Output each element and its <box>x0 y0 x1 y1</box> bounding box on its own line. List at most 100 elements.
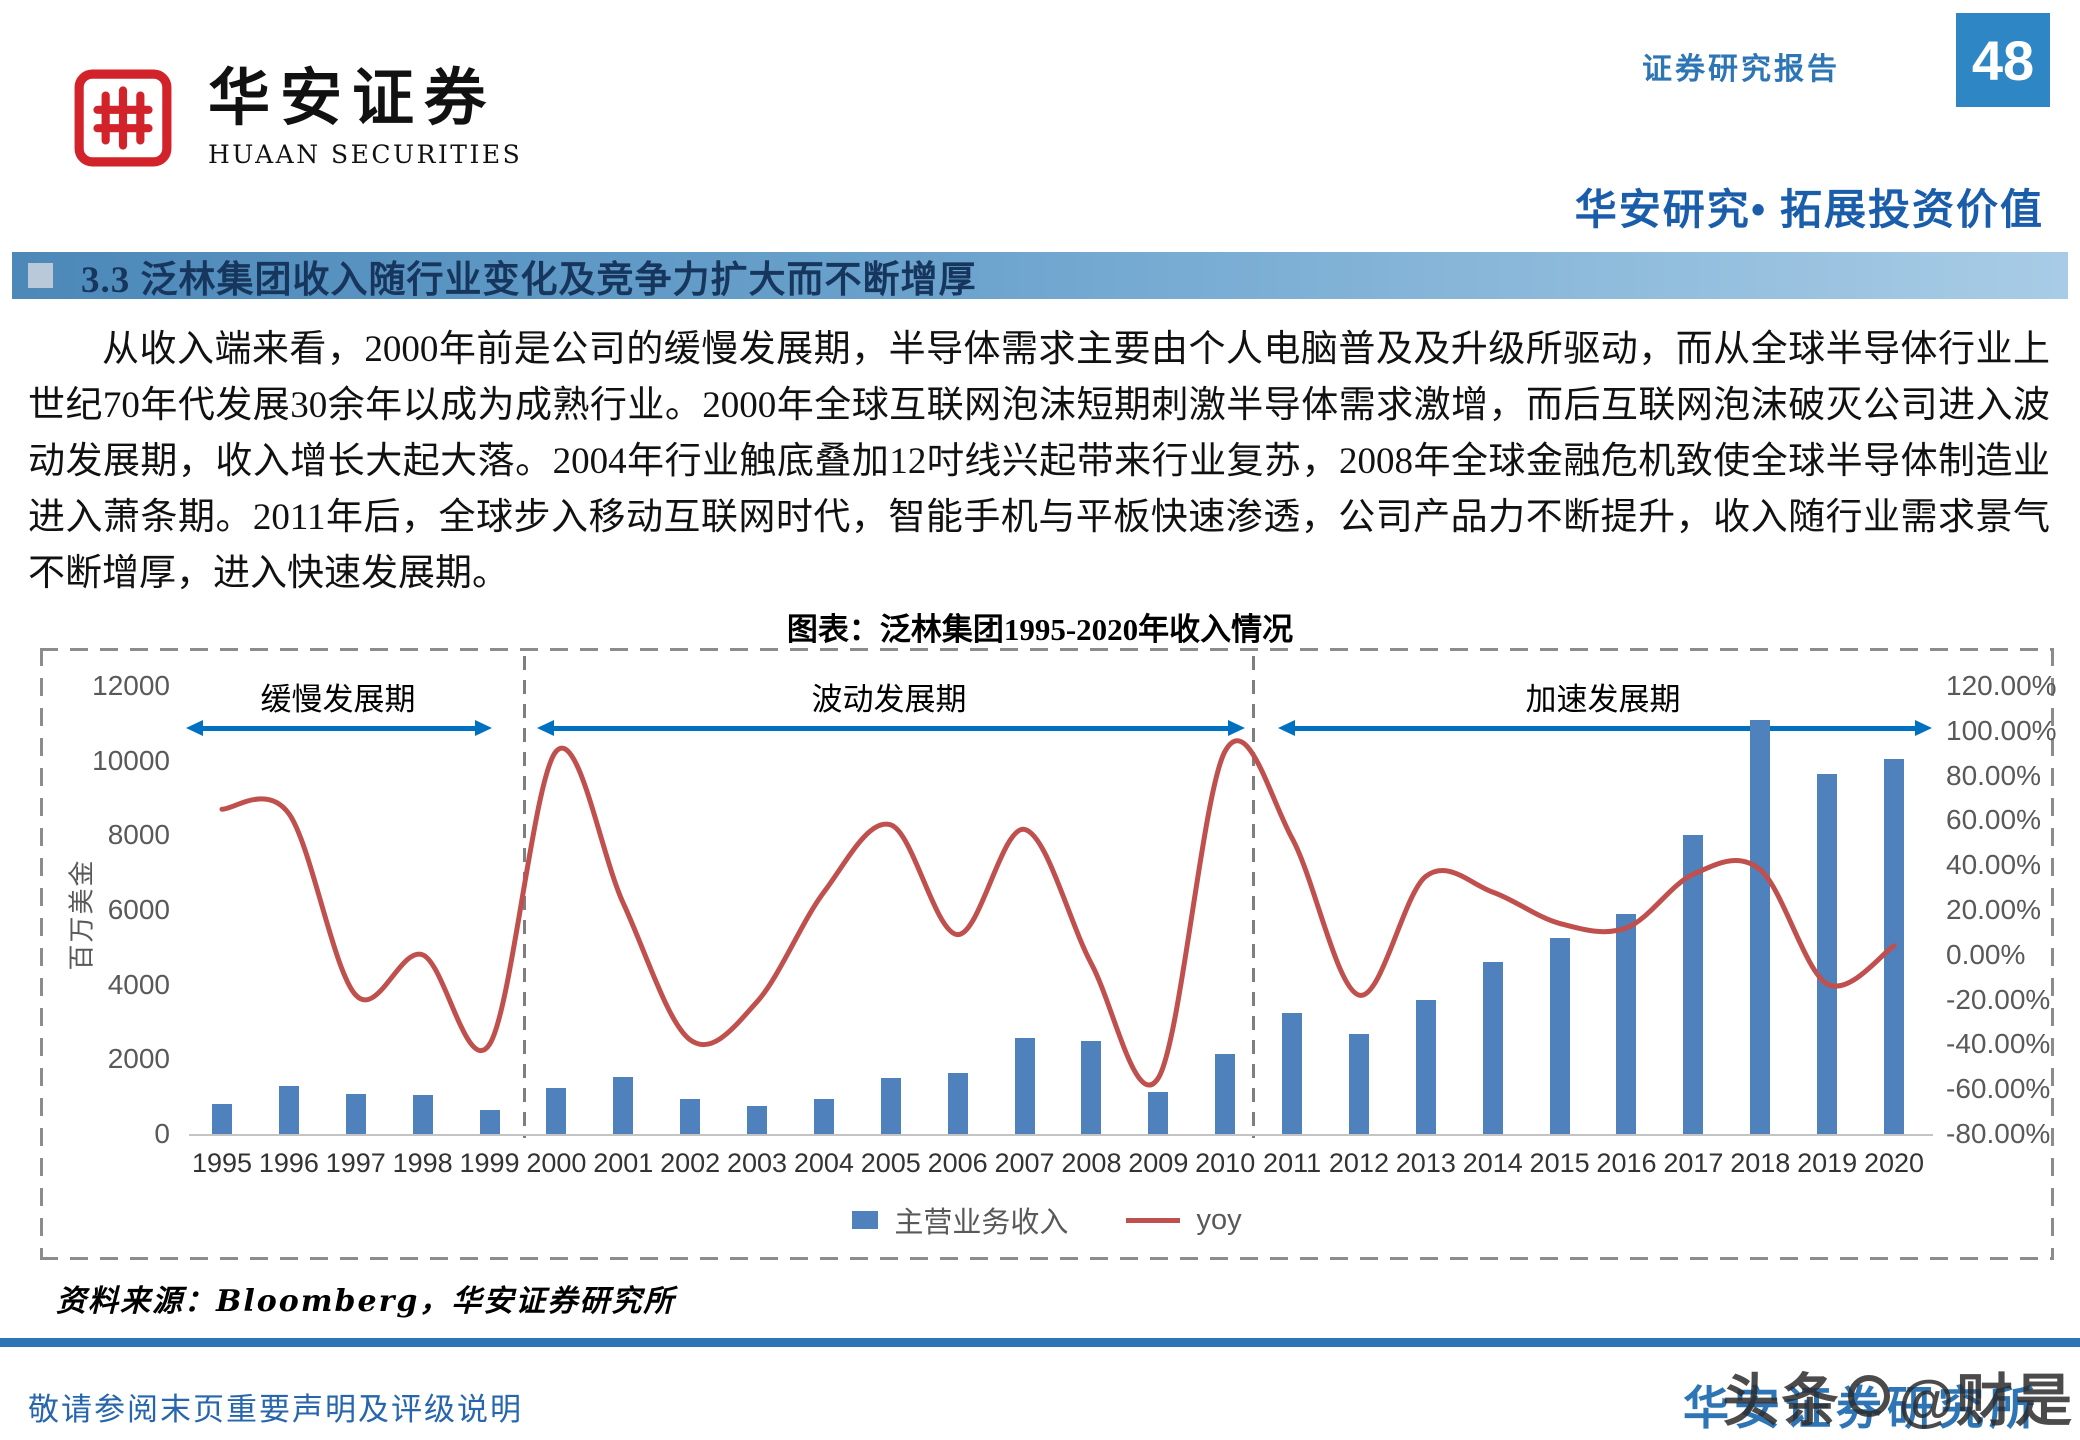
logo-subtitle: HUAAN SECURITIES <box>208 140 523 170</box>
watermark-suffix: @财是 <box>1898 1369 2074 1433</box>
revenue-bar <box>1415 999 1436 1134</box>
revenue-bar <box>479 1109 500 1134</box>
right-axis-tick-label: 80.00% <box>1946 759 2041 791</box>
period-label-slow: 缓慢发展期 <box>260 682 416 717</box>
revenue-bar <box>1750 720 1771 1134</box>
right-axis-tick-label: 20.00% <box>1946 894 2041 925</box>
section-header: 3.3 泛林集团收入随行业变化及竞争力扩大而不断增厚 <box>12 252 2068 301</box>
x-axis-year-label: 2016 <box>1596 1148 1657 1178</box>
period-label-accelerating: 加速发展期 <box>1525 682 1681 717</box>
x-axis-year-label: 2004 <box>793 1148 854 1178</box>
x-axis-year-label: 1998 <box>392 1148 453 1178</box>
revenue-bar <box>1148 1092 1169 1134</box>
x-axis-year-label: 2001 <box>593 1148 654 1178</box>
revenue-bar <box>747 1106 768 1134</box>
x-axis-year-label: 1997 <box>325 1148 386 1178</box>
left-axis-tick-label: 12000 <box>92 670 170 701</box>
chart-frame: 百万美金 缓慢发展期 波动发展期 加速发展期 主营业务收入 yoy 12000 1… <box>40 648 2057 1260</box>
right-axis-tick-label: -20.00% <box>1946 983 2051 1015</box>
revenue-bar <box>278 1086 299 1134</box>
logo-title: 华安证券 <box>208 61 497 134</box>
right-axis-tick-label: 40.00% <box>1946 849 2041 881</box>
revenue-bar <box>1683 834 1704 1134</box>
report-type-label: 证券研究报告 <box>1642 53 1840 86</box>
section-bullet-icon <box>28 263 53 288</box>
x-axis-year-label: 2003 <box>726 1148 788 1178</box>
x-axis-year-label: 2008 <box>1061 1148 1122 1178</box>
data-source: 资料来源：Bloomberg，华安证券研究所 <box>56 1284 676 1319</box>
huaan-logo-icon <box>74 69 172 167</box>
research-slogan: 华安研究• 拓展投资价值 <box>1574 188 2044 234</box>
right-axis-tick-label: -40.00% <box>1946 1028 2051 1060</box>
right-axis-tick-label: 60.00% <box>1946 804 2041 836</box>
right-axis-tick-label: -80.00% <box>1946 1118 2051 1149</box>
revenue-bar <box>947 1072 968 1134</box>
left-axis-tick-label: 6000 <box>107 894 170 925</box>
x-axis-year-label: 1999 <box>459 1148 520 1178</box>
right-axis-tick-label: 100.00% <box>1946 714 2057 746</box>
period-arrow-slow <box>186 720 492 736</box>
chart-title: 图表：泛林集团1995-2020年收入情况 <box>786 612 1294 647</box>
revenue-bar <box>1348 1034 1369 1134</box>
watermark: 头条 @财是 <box>1722 1355 2074 1437</box>
chart-border-top <box>40 648 2054 651</box>
revenue-bar <box>1616 914 1637 1134</box>
page-number-badge: 48 <box>1956 13 2050 107</box>
company-logo: 华安证券 HUAAN SECURITIES <box>72 62 522 174</box>
period-divider-1 <box>523 656 526 1138</box>
x-axis-year-label: 2018 <box>1730 1148 1791 1178</box>
legend-line-swatch <box>1126 1217 1181 1223</box>
revenue-bar <box>1081 1041 1102 1134</box>
x-axis-year-label: 2005 <box>860 1148 921 1178</box>
revenue-bar <box>880 1078 901 1134</box>
watermark-prefix: 头条 <box>1722 1369 1841 1433</box>
x-axis-year-label: 2006 <box>927 1148 988 1178</box>
x-axis-line <box>189 1134 1933 1136</box>
revenue-bar <box>1549 937 1570 1134</box>
body-paragraph: 从收入端来看，2000年前是公司的缓慢发展期，半导体需求主要由个人电脑普及及升级… <box>28 329 2050 594</box>
section-title: 3.3 泛林集团收入随行业变化及竞争力扩大而不断增厚 <box>81 259 977 301</box>
revenue-bar <box>813 1098 834 1134</box>
left-axis-tick-label: 2000 <box>107 1043 170 1075</box>
chart-border-right <box>2051 648 2054 1260</box>
revenue-bar <box>1014 1038 1035 1134</box>
chart-border-bottom <box>40 1257 2054 1260</box>
period-label-fluctuating: 波动发展期 <box>811 682 967 717</box>
x-axis-year-label: 2017 <box>1663 1148 1724 1178</box>
x-axis-year-label: 2011 <box>1263 1148 1322 1178</box>
period-divider-2 <box>1252 656 1255 1138</box>
revenue-bar <box>412 1094 433 1134</box>
right-axis-tick-label: 0.00% <box>1946 938 2026 970</box>
legend-bar-swatch <box>852 1211 879 1229</box>
x-axis-year-label: 2019 <box>1797 1148 1858 1178</box>
x-axis-year-label: 2007 <box>994 1148 1055 1178</box>
left-axis-tick-label: 0 <box>154 1118 170 1149</box>
x-axis-year-label: 1995 <box>191 1148 253 1178</box>
left-axis-tick-label: 8000 <box>107 819 170 851</box>
chart-legend: 主营业务收入 yoy <box>40 1199 2054 1241</box>
x-axis-year-label: 2000 <box>526 1148 587 1178</box>
x-axis-year-label: 2010 <box>1195 1148 1256 1178</box>
period-arrow-fluctuating <box>537 720 1245 736</box>
x-axis-year-label: 1996 <box>258 1148 319 1178</box>
revenue-bar <box>680 1098 701 1134</box>
revenue-bar <box>1884 758 1904 1134</box>
chart-border-left <box>40 648 43 1260</box>
arrow-line <box>549 726 1233 731</box>
left-axis-tick-label: 10000 <box>92 744 170 776</box>
x-axis-year-label: 2014 <box>1462 1148 1523 1178</box>
x-axis-year-label: 2002 <box>660 1148 721 1178</box>
x-axis-year-label: 2013 <box>1395 1148 1456 1178</box>
x-axis-year-label: 2009 <box>1128 1148 1189 1178</box>
legend-line-label: yoy <box>1196 1203 1242 1236</box>
watermark-logo-icon <box>1848 1375 1891 1417</box>
x-axis-year-label: 2012 <box>1328 1148 1389 1178</box>
logo-text: 华安证券 HUAAN SECURITIES <box>208 62 522 169</box>
legend-bar-label: 主营业务收入 <box>894 1207 1069 1239</box>
revenue-bar <box>345 1094 366 1134</box>
x-axis-year-label: 2015 <box>1529 1148 1590 1178</box>
revenue-bar <box>1215 1054 1236 1134</box>
revenue-bar <box>212 1103 232 1134</box>
right-axis-tick-label: 120.00% <box>1946 670 2057 701</box>
